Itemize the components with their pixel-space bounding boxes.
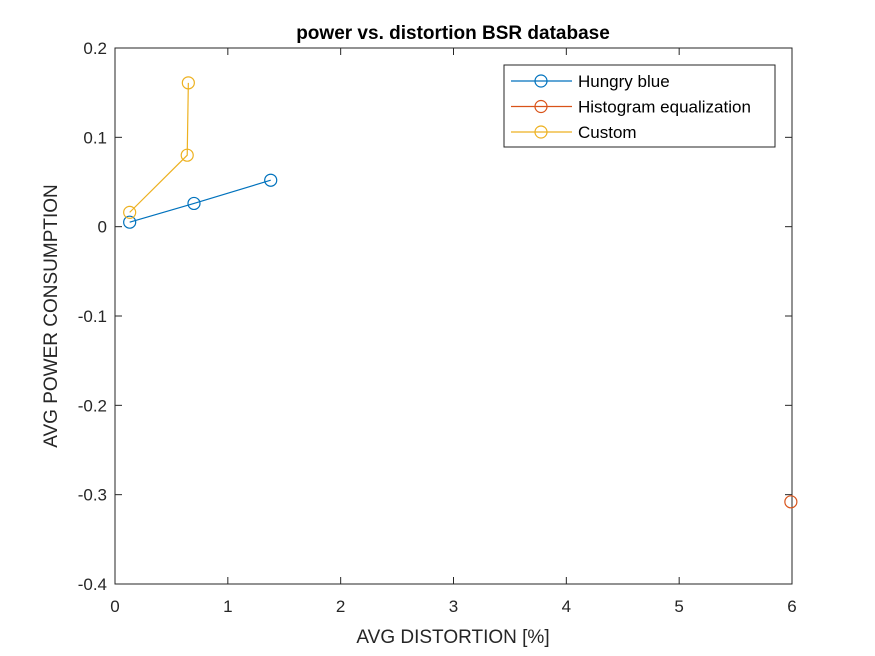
- series-0: [123, 173, 278, 229]
- legend-items: Hungry blue Histogram equalization Custom: [511, 72, 751, 142]
- legend-label: Custom: [578, 123, 637, 142]
- legend-label: Hungry blue: [578, 72, 670, 91]
- x-tick-label: 4: [562, 597, 571, 616]
- y-tick-label: -0.3: [78, 486, 107, 505]
- series-2: [123, 76, 195, 219]
- series-line: [129, 179, 271, 223]
- legend-swatch-marker: [534, 99, 548, 114]
- y-tick-label: 0.2: [83, 39, 107, 58]
- y-tick-label: -0.2: [78, 396, 107, 415]
- x-tick-label: 6: [787, 597, 796, 616]
- series-line: [129, 82, 189, 213]
- chart-title: power vs. distortion BSR database: [296, 23, 610, 44]
- data-point: [187, 196, 201, 211]
- x-tick-label: 5: [674, 597, 683, 616]
- data-point: [123, 205, 137, 219]
- legend-item: Custom: [511, 123, 637, 142]
- legend-item: Hungry blue: [511, 72, 670, 91]
- legend-swatch-marker: [534, 125, 548, 139]
- series-1: [784, 495, 798, 509]
- y-axis-label: AVG POWER CONSUMPTION: [41, 184, 62, 448]
- x-axis-ticks: 0 1 2 3 4 5 6: [110, 48, 797, 616]
- y-axis-ticks: -0.4 -0.3 -0.2 -0.1 0 0.1 0.2: [78, 39, 792, 594]
- legend-label: Histogram equalization: [578, 98, 751, 117]
- data-point: [784, 495, 798, 509]
- y-tick-label: 0.1: [83, 128, 107, 147]
- x-tick-label: 2: [336, 597, 345, 616]
- legend-swatch-marker: [534, 74, 548, 88]
- data-point: [180, 148, 194, 162]
- legend: Hungry blue Histogram equalization Custom: [503, 64, 776, 148]
- x-tick-label: 1: [223, 597, 232, 616]
- data-point: [264, 173, 278, 187]
- data-point: [123, 215, 137, 229]
- y-tick-label: -0.4: [78, 575, 107, 594]
- x-tick-label: 3: [449, 597, 458, 616]
- data-point: [181, 76, 195, 90]
- x-tick-label: 0: [110, 597, 119, 616]
- series-layer: [123, 76, 798, 509]
- y-tick-label: -0.1: [78, 307, 107, 326]
- x-axis-label: AVG DISTORTION [%]: [356, 627, 549, 648]
- y-tick-label: 0: [98, 218, 107, 237]
- legend-item: Histogram equalization: [511, 98, 751, 117]
